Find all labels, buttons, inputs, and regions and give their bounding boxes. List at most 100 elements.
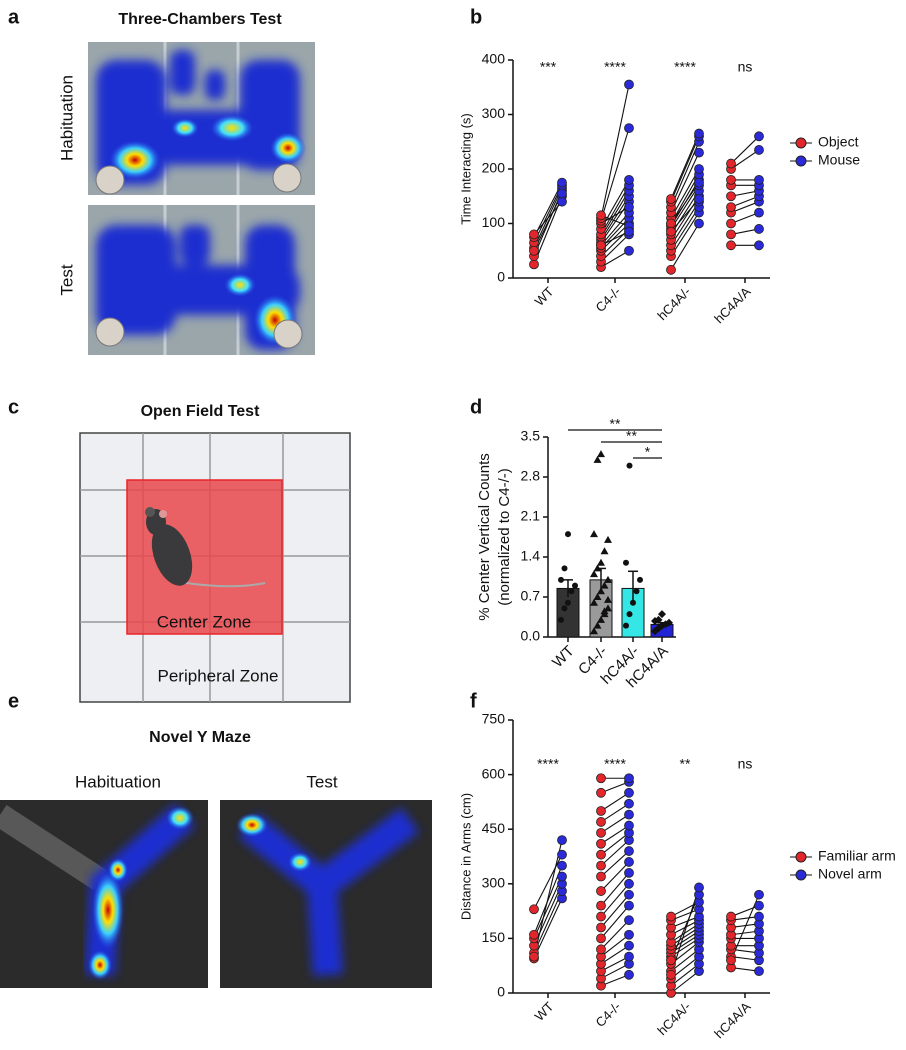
significance-label: ****	[604, 59, 626, 75]
pair-line	[600, 185, 630, 235]
row-label: Test	[57, 264, 76, 295]
data-point	[565, 531, 571, 538]
pair-line	[670, 201, 700, 246]
pair-line	[600, 963, 630, 979]
data-point	[604, 575, 612, 583]
row-label: Habituation	[57, 75, 76, 161]
data-point	[626, 462, 633, 469]
data-point	[624, 809, 634, 820]
pair-line	[600, 839, 630, 867]
open-field-diagram	[79, 432, 351, 703]
y-tick-label: 750	[482, 711, 506, 727]
data-point	[600, 581, 609, 589]
data-point	[593, 593, 602, 600]
legend-marker	[795, 851, 807, 863]
pair-line	[600, 832, 630, 856]
pair-line	[533, 876, 563, 939]
y-axis-label: (normalized to C4-/-)	[496, 468, 513, 606]
data-point	[754, 174, 764, 185]
data-point	[596, 827, 606, 838]
pair-line	[670, 185, 700, 230]
pair-line	[600, 127, 630, 221]
data-point	[726, 229, 736, 240]
y-axis-label: Distance in Arms (cm)	[458, 793, 473, 920]
data-point	[596, 860, 606, 871]
pair-line	[670, 908, 700, 921]
x-tick-label: WT	[532, 999, 557, 1024]
legend-marker	[795, 155, 807, 167]
pair-line	[670, 963, 700, 987]
data-point	[529, 259, 539, 270]
y-tick-label: 1.4	[521, 548, 541, 564]
zone-label: Peripheral Zone	[158, 666, 279, 685]
data-point	[596, 911, 606, 922]
pair-line	[600, 883, 630, 917]
data-point	[624, 174, 634, 185]
data-point	[623, 622, 629, 629]
data-point	[666, 911, 676, 922]
x-tick-label: hC4A/A	[711, 284, 754, 327]
panel-title: Three-Chambers Test	[118, 11, 282, 28]
significance-label: **	[626, 428, 637, 444]
zone-label: Center Zone	[157, 612, 252, 631]
data-point	[558, 616, 564, 623]
data-point	[624, 951, 634, 962]
data-point	[624, 79, 634, 90]
data-point	[726, 202, 736, 213]
pair-line	[600, 894, 630, 928]
pair-line	[600, 195, 630, 241]
data-point	[637, 576, 643, 583]
data-point	[694, 218, 704, 229]
data-point	[694, 194, 704, 204]
data-point	[694, 882, 704, 893]
data-point	[557, 188, 567, 199]
data-point	[590, 598, 598, 606]
data-point	[754, 207, 764, 218]
y-tick-label: 600	[482, 765, 506, 781]
x-tick-label: WT	[532, 284, 557, 309]
x-tick-label: hC4A/-	[654, 284, 693, 323]
data-point	[726, 191, 736, 202]
data-point	[726, 911, 736, 922]
legend-label: Mouse	[818, 152, 860, 168]
data-point	[596, 922, 606, 933]
pair-line	[600, 934, 630, 958]
pair-line	[600, 919, 630, 950]
pair-line	[600, 803, 630, 823]
panel-letter: e	[8, 690, 19, 712]
significance-label: ***	[540, 59, 557, 75]
data-point	[624, 969, 634, 980]
data-point	[694, 147, 704, 158]
data-point	[596, 240, 606, 251]
y-tick-label: 150	[482, 929, 506, 945]
pair-line	[600, 84, 630, 219]
data-point	[624, 202, 634, 213]
data-point	[666, 218, 676, 229]
data-point	[624, 867, 634, 878]
pair-line	[670, 212, 700, 257]
pair-line	[600, 872, 630, 906]
x-tick-label: WT	[549, 643, 578, 672]
panel-letter: f	[470, 690, 477, 712]
data-point	[596, 210, 606, 221]
data-point	[624, 940, 634, 951]
pair-line	[533, 854, 563, 910]
pair-line	[670, 948, 700, 972]
pair-line	[600, 814, 630, 834]
data-point	[624, 900, 634, 911]
data-point	[596, 773, 606, 784]
data-point	[624, 915, 634, 926]
data-point	[623, 559, 629, 566]
data-point	[604, 604, 612, 612]
data-point	[754, 131, 764, 142]
heatmap-image	[0, 800, 208, 988]
significance-label: **	[610, 416, 621, 432]
data-point	[624, 857, 634, 867]
data-point	[557, 860, 567, 871]
pair-line	[533, 201, 563, 235]
data-point	[593, 621, 602, 629]
data-point	[568, 588, 575, 595]
data-point	[596, 787, 606, 798]
legend-label: Object	[818, 134, 859, 150]
data-point	[596, 933, 606, 944]
